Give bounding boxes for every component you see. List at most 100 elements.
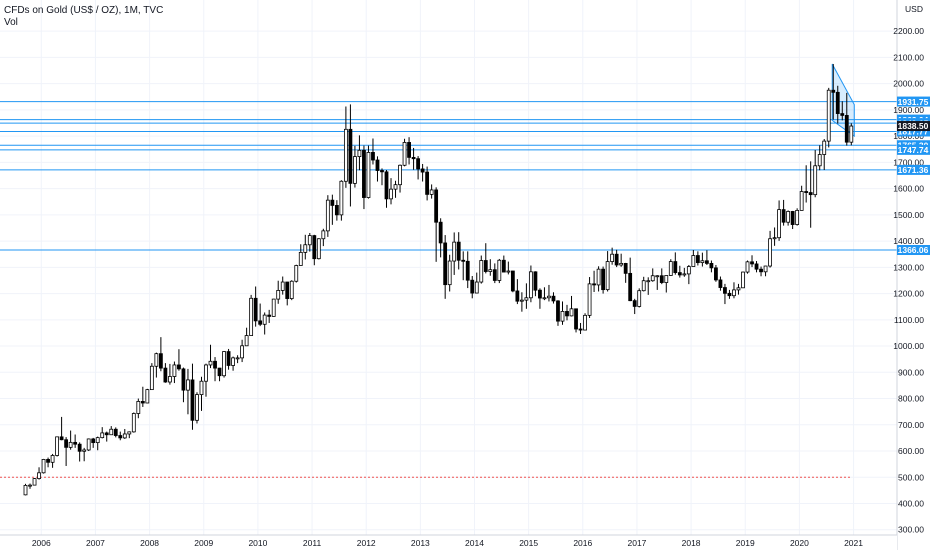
candle-body [592,283,596,286]
candle-body [641,280,646,292]
candle-body [714,267,718,281]
candle [362,145,366,210]
price-axis-bg [897,0,932,550]
candle [276,280,281,304]
candle [366,145,371,199]
candle [452,232,457,275]
candle [357,135,362,171]
candle-body [416,158,420,170]
candle [158,337,163,372]
candle [204,363,208,397]
price-tick-label: 400.00 [898,499,924,509]
candle-body [637,290,642,307]
price-tick-label: 1600.00 [893,184,924,194]
candle [524,283,529,309]
price-tick-label: 1300.00 [893,262,924,272]
candle-body [483,260,488,272]
candle-body [104,432,109,436]
candle-body [276,290,281,300]
candle-body [362,149,366,198]
time-tick-label: 2017 [627,538,646,548]
time-axis-bg [0,535,897,550]
candle [298,244,303,266]
candle [822,139,827,170]
chart-legend: CFDs on Gold (US$ / OZ), 1M, TVC Vol [4,5,163,29]
candle [195,392,199,424]
candle [231,356,235,371]
candle [542,287,547,301]
candle-body [438,221,443,244]
time-tick-label: 2011 [303,538,322,548]
candle [181,367,186,403]
candle-body [172,364,177,377]
candle [614,249,619,268]
candle [479,255,484,284]
candle [28,483,32,489]
candle [303,234,308,260]
candle-body [303,244,308,253]
candle-body [736,287,741,291]
candle-body [298,251,303,266]
candle-body [804,191,809,193]
candle [86,438,91,452]
current-price-label: 1838.50 [898,121,929,131]
candle [632,298,637,315]
candle [118,431,123,441]
candle [420,163,425,182]
candle-body [158,353,163,369]
candle-body [524,297,529,301]
candle-body [325,199,330,232]
candle-body [470,279,475,294]
candle [790,210,795,230]
candle [547,284,551,302]
price-tick-label: 1900.00 [893,105,924,115]
candle-body [790,211,795,225]
candle [709,260,714,273]
candle-body [249,297,254,336]
candle-body [371,152,375,161]
candle [222,351,226,378]
candle [113,427,118,438]
candle [217,367,222,382]
price-tick-label: 1500.00 [893,210,924,220]
candle-body [718,279,723,288]
grid-lines [0,0,897,535]
volume-label: Vol [4,17,18,28]
time-tick-label: 2013 [411,538,430,548]
candle [759,266,763,277]
candle [677,265,682,278]
candle-body [474,281,479,294]
candle-body [217,367,222,377]
candle-body [826,89,831,142]
candle [515,279,520,305]
candle [664,275,669,293]
candle-body [700,260,705,264]
candle-body [253,297,258,322]
candle [461,251,466,281]
candle [741,271,745,289]
time-tick-label: 2019 [736,538,755,548]
candle-body [759,268,763,273]
candle-body [23,484,28,496]
price-tick-label: 1000.00 [893,341,924,351]
candle [763,265,768,277]
candle-body [393,184,398,190]
time-tick-label: 2010 [248,538,267,548]
time-tick-label: 2009 [194,538,213,548]
candle [199,376,204,411]
candle [37,467,41,480]
candle [240,339,245,363]
candle-body [181,368,186,391]
candle [136,398,141,419]
candle-body [402,142,407,166]
candle-body [145,389,150,404]
candle [226,348,231,370]
candle-body [262,314,267,325]
candle-body [443,242,448,286]
candle [389,178,393,205]
candle [777,200,781,241]
candle [492,263,497,284]
candle-body [50,455,55,463]
